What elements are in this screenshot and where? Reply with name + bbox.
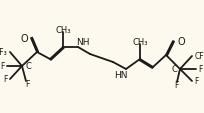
Text: F: F — [198, 65, 202, 74]
Text: F: F — [174, 81, 178, 90]
Text: F: F — [4, 75, 8, 84]
Text: CF₃: CF₃ — [195, 52, 204, 61]
Text: O: O — [177, 37, 185, 47]
Text: CF₃: CF₃ — [0, 48, 7, 57]
Text: C: C — [25, 62, 31, 71]
Text: F: F — [25, 80, 29, 89]
Text: NH: NH — [76, 38, 90, 47]
Text: CH₃: CH₃ — [55, 26, 71, 35]
Text: F: F — [1, 62, 5, 71]
Text: O: O — [20, 34, 28, 44]
Text: HN: HN — [114, 71, 128, 80]
Text: CH₃: CH₃ — [132, 38, 148, 47]
Text: C: C — [171, 65, 177, 74]
Text: F: F — [194, 77, 198, 86]
